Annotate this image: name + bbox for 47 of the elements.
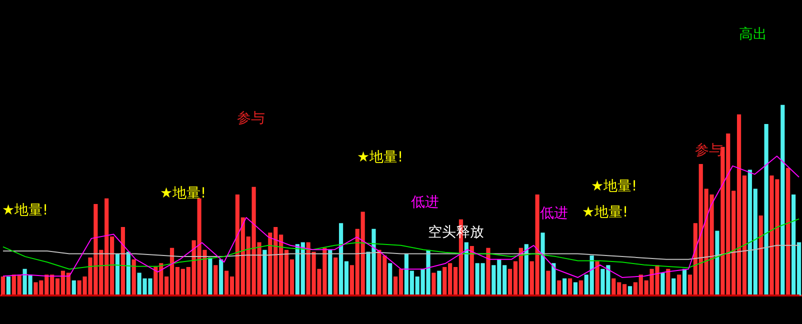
bar xyxy=(432,272,436,296)
bar xyxy=(437,270,442,296)
bar xyxy=(208,257,212,296)
bar xyxy=(682,268,687,296)
bar xyxy=(126,252,130,296)
bar xyxy=(6,276,10,296)
annotation: ★地量! xyxy=(357,150,404,166)
bar xyxy=(677,274,682,296)
text: 高出 xyxy=(739,26,767,43)
bar xyxy=(214,265,218,296)
bar xyxy=(0,276,6,296)
annotation: ★地量! xyxy=(160,186,206,202)
bar xyxy=(132,259,136,296)
bar xyxy=(578,280,583,296)
bar xyxy=(334,257,338,296)
annotation: ★地量! xyxy=(582,204,628,221)
annotation: ★地量! xyxy=(591,178,638,195)
bar xyxy=(262,250,267,296)
bar xyxy=(786,168,790,296)
bar xyxy=(470,246,474,296)
bar xyxy=(540,232,545,296)
bar xyxy=(666,268,670,296)
bar xyxy=(557,280,562,296)
bar xyxy=(72,280,76,296)
bar xyxy=(464,242,468,296)
bar xyxy=(758,216,763,296)
annotation: 低进 xyxy=(540,206,568,222)
bar xyxy=(115,254,120,296)
annotation: ★地量! xyxy=(2,202,48,219)
bar xyxy=(764,124,768,296)
bar xyxy=(672,278,676,296)
bar xyxy=(328,250,332,296)
bar xyxy=(780,104,785,296)
bar xyxy=(595,261,600,296)
annotation: 低进 xyxy=(411,194,439,211)
bar xyxy=(568,278,572,296)
bar xyxy=(715,230,720,296)
bar xyxy=(120,226,125,296)
bar xyxy=(388,263,392,296)
bar xyxy=(219,259,224,296)
annotation: 参与 xyxy=(237,110,265,127)
bar xyxy=(552,263,556,296)
bar xyxy=(660,272,665,296)
bar xyxy=(546,270,550,296)
bar xyxy=(524,244,528,296)
bar xyxy=(486,248,490,296)
bar xyxy=(562,278,567,296)
